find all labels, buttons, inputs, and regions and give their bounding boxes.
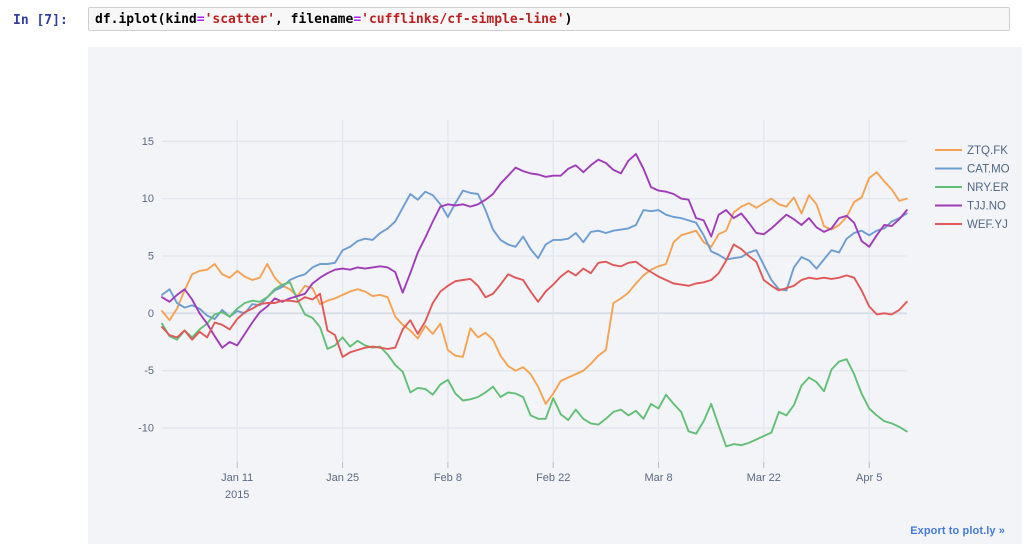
legend-label: CAT.MO bbox=[967, 164, 1010, 176]
legend-item-TJJ.NO[interactable]: TJJ.NO bbox=[935, 201, 1006, 213]
code-token: 'cufflinks/cf-simple-line' bbox=[361, 12, 565, 27]
legend-label: TJJ.NO bbox=[967, 201, 1006, 213]
series-line-NRY.ER bbox=[161, 281, 908, 448]
legend-label: WEF.YJ bbox=[967, 219, 1008, 231]
x-tick-label: Jan 25 bbox=[326, 472, 359, 484]
x-tick-label: Apr 5 bbox=[856, 472, 882, 484]
cell-input-prompt: In [7]: bbox=[13, 13, 68, 28]
y-tick-label: -5 bbox=[144, 365, 154, 377]
export-to-plotly-link[interactable]: Export to plot.ly » bbox=[910, 525, 1005, 537]
x-tick-sublabel: 2015 bbox=[225, 489, 249, 501]
legend-item-WEF.YJ[interactable]: WEF.YJ bbox=[935, 219, 1008, 231]
legend-item-NRY.ER[interactable]: NRY.ER bbox=[935, 182, 1009, 194]
code-line: df.iplot(kind='scatter', filename='cuffl… bbox=[95, 11, 1003, 28]
legend-label: ZTQ.FK bbox=[967, 145, 1008, 157]
legend-item-ZTQ.FK[interactable]: ZTQ.FK bbox=[935, 145, 1008, 157]
x-tick-label: Jan 11 bbox=[221, 472, 253, 484]
y-tick-label: -10 bbox=[138, 423, 154, 435]
x-tick-label: Feb 8 bbox=[434, 472, 462, 484]
y-tick-label: 5 bbox=[148, 251, 154, 263]
plotly-chart-output: 15 10 5 0 -5 -10 Jan 11 2015 Jan 25 Feb 8 Feb 22 Ma… bbox=[88, 47, 1022, 544]
x-tick-label: Mar 22 bbox=[747, 472, 781, 484]
code-token: = bbox=[353, 12, 362, 27]
code-token: 'scatter' bbox=[204, 12, 276, 27]
code-token: , filename bbox=[275, 12, 354, 27]
code-token: = bbox=[196, 12, 205, 27]
series-line-TJJ.NO bbox=[161, 152, 908, 349]
legend-item-CAT.MO[interactable]: CAT.MO bbox=[935, 164, 1010, 176]
code-token: df.iplot(kind bbox=[95, 12, 197, 27]
y-tick-label: 0 bbox=[148, 308, 154, 320]
y-tick-label: 15 bbox=[142, 136, 154, 148]
x-tick-label: Feb 22 bbox=[536, 472, 570, 484]
code-token: ) bbox=[564, 12, 573, 27]
y-tick-label: 10 bbox=[142, 193, 154, 205]
series-line-ZTQ.FK bbox=[161, 171, 908, 405]
legend-label: NRY.ER bbox=[967, 182, 1009, 194]
code-input-area[interactable]: df.iplot(kind='scatter', filename='cuffl… bbox=[88, 7, 1010, 31]
x-tick-label: Mar 8 bbox=[644, 472, 672, 484]
line-chart-canvas: 15 10 5 0 -5 -10 Jan 11 2015 Jan 25 Feb 8 Feb 22 Ma… bbox=[138, 120, 1010, 501]
series-line-WEF.YJ bbox=[161, 243, 908, 358]
